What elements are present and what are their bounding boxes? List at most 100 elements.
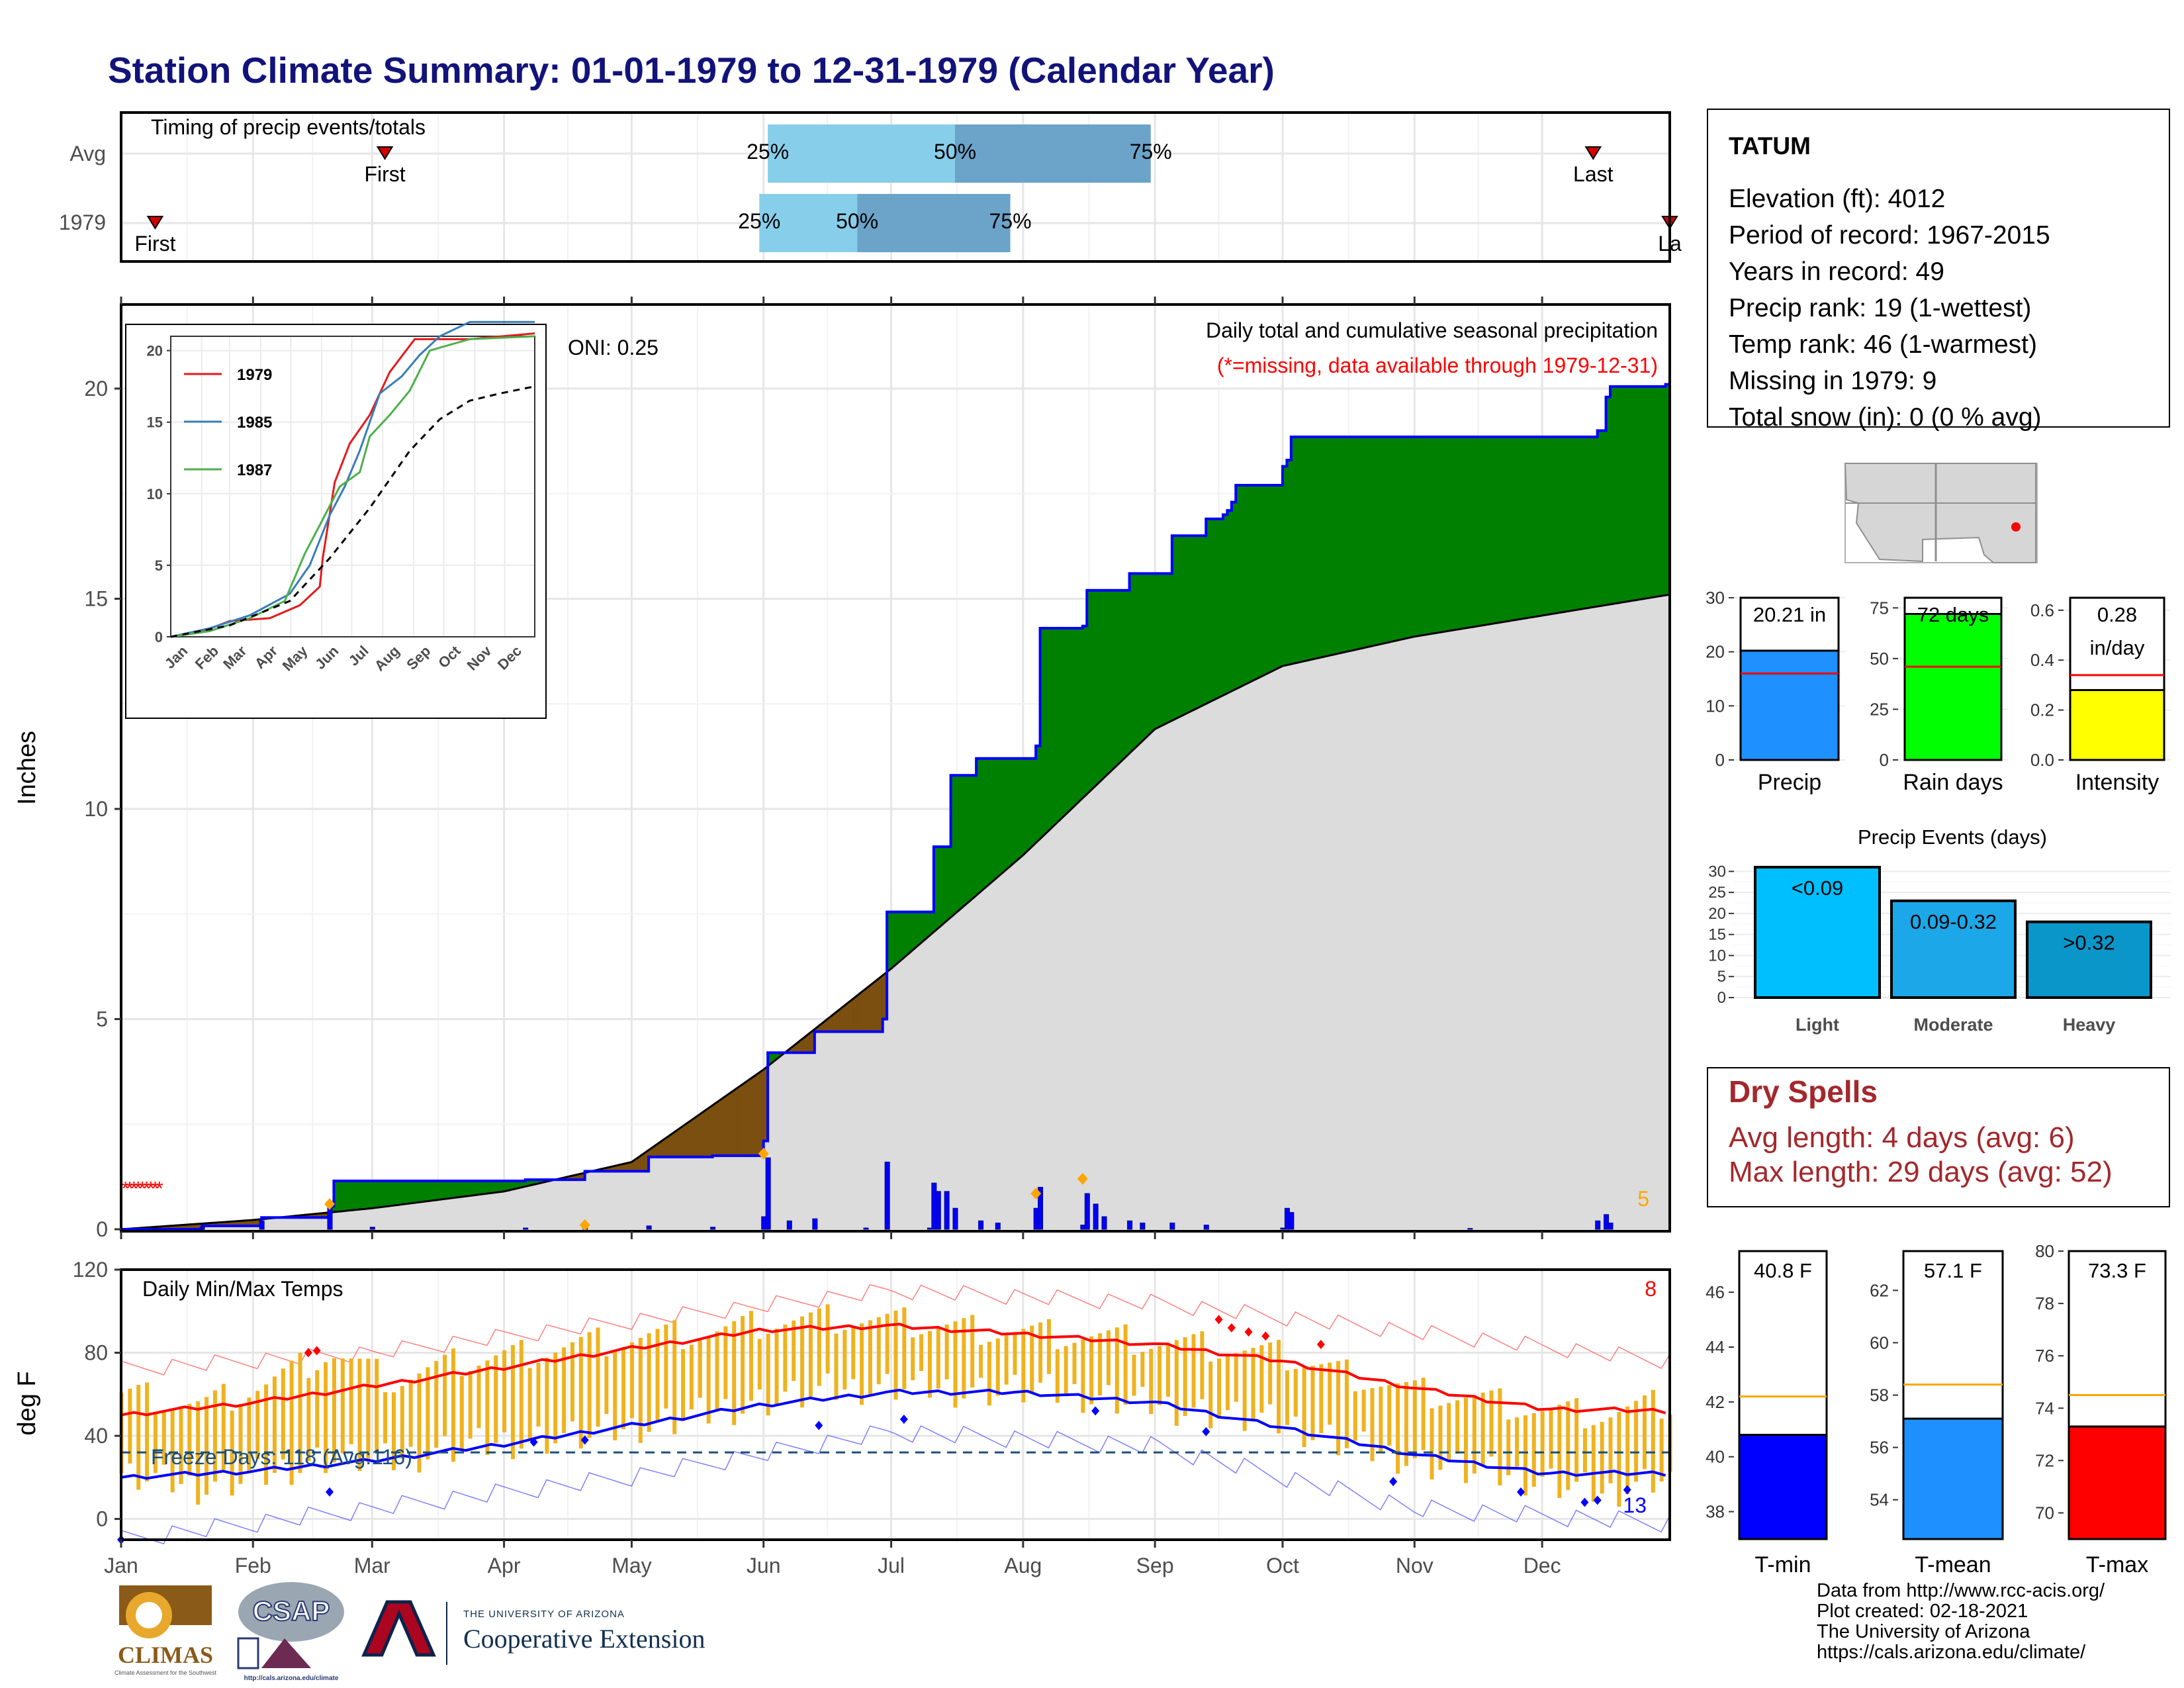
mini-bar-value-label: 20.21 in	[1753, 603, 1826, 626]
daily-temp-bar	[357, 1358, 362, 1472]
location-map	[1844, 463, 2038, 563]
station-line-elevation: Elevation (ft): 4012	[1729, 185, 1945, 213]
climas-text: CLIMAS	[118, 1642, 213, 1668]
above-average-fill	[1180, 535, 1185, 718]
above-average-fill	[1639, 386, 1645, 600]
above-average-fill	[414, 1180, 420, 1203]
timing-last-label: Last	[1573, 162, 1614, 186]
above-average-fill	[1576, 436, 1581, 611]
temp-bar-t-mean: 54 56 58 60 62 57.1 F T-mean	[1870, 1250, 2004, 1577]
above-average-fill	[1427, 436, 1432, 635]
ua-logo	[361, 1600, 447, 1665]
footer-line-data: Data from http://www.rcc-acis.org/	[1817, 1580, 2105, 1601]
timing-p75-label: 75%	[1130, 140, 1172, 164]
above-average-fill	[452, 1180, 458, 1199]
above-average-fill	[921, 912, 926, 944]
daily-temp-bar	[1328, 1362, 1332, 1425]
above-average-fill	[1291, 436, 1296, 665]
daily-temp-bar	[596, 1327, 600, 1427]
cumulative-precip-line	[121, 379, 1671, 1231]
daily-precip-bar	[944, 1191, 950, 1230]
daily-temp-bar	[1183, 1336, 1187, 1417]
mini-bar-value-label: 0.28	[2097, 603, 2137, 626]
temp-bar-ytick-label: 38	[1706, 1502, 1725, 1522]
above-average-fill	[1056, 628, 1062, 823]
daily-temp-bar	[876, 1317, 881, 1385]
above-average-fill	[1580, 436, 1585, 610]
daily-temp-bar	[1132, 1354, 1136, 1396]
csap-logo: CSAP http://cals.arizona.edu/climate	[237, 1582, 344, 1682]
above-average-fill	[984, 758, 989, 889]
mini-bar-ytick-label: 30	[1706, 588, 1725, 608]
record-high-marker	[1261, 1331, 1270, 1341]
precip-plot-area: *********	[120, 379, 1671, 1231]
daily-precip-bar	[995, 1222, 1001, 1230]
above-average-fill	[907, 912, 913, 955]
precip-ytick-label: 15	[84, 587, 108, 611]
above-average-fill	[1112, 590, 1117, 771]
daily-temp-bar	[1046, 1319, 1051, 1374]
above-average-fill	[1205, 518, 1211, 705]
below-average-fill	[865, 984, 870, 1033]
above-average-fill	[346, 1180, 351, 1211]
daily-temp-bar	[196, 1401, 201, 1505]
above-average-fill	[1354, 436, 1360, 651]
above-average-fill	[1175, 535, 1181, 720]
daily-temp-bar	[970, 1315, 975, 1388]
missing-day-marker: *	[156, 1178, 163, 1200]
record-high-marker	[304, 1348, 312, 1358]
above-average-fill	[1435, 436, 1441, 633]
daily-precip-bar	[1038, 1187, 1044, 1230]
record-low-marker	[1202, 1427, 1210, 1436]
mini-bar-ytick-label: 0	[1880, 750, 1889, 770]
daily-precip-bar	[1127, 1220, 1133, 1230]
above-average-fill	[1482, 436, 1488, 626]
below-average-fill	[742, 1080, 747, 1156]
above-average-fill	[1023, 758, 1028, 857]
above-average-fill	[1005, 758, 1011, 871]
above-average-fill	[1082, 626, 1087, 799]
station-info-box: TATUM Elevation (ft): 4012 Period of rec…	[1707, 109, 2170, 432]
above-average-fill	[1643, 386, 1649, 600]
above-average-fill	[1494, 436, 1500, 624]
daily-temp-bar	[1480, 1392, 1485, 1466]
above-average-fill	[1256, 485, 1262, 679]
above-average-fill	[1159, 573, 1164, 727]
above-average-fill	[1422, 436, 1428, 636]
precip-yaxis: 0 5 10 15 20	[84, 297, 1543, 1241]
above-average-fill	[478, 1180, 483, 1196]
events-ytick-label: 0	[1717, 989, 1726, 1007]
record-low-marker	[1389, 1477, 1398, 1487]
daily-temp-bar	[1574, 1398, 1579, 1482]
daily-temp-bar	[1617, 1411, 1621, 1507]
mini-bar-value	[2069, 688, 2165, 761]
above-average-fill	[1167, 573, 1173, 724]
above-average-fill	[465, 1180, 471, 1197]
daily-temp-bar	[962, 1318, 966, 1399]
temp-bar-ytick-label: 74	[2035, 1398, 2054, 1418]
above-average-fill	[1018, 758, 1024, 860]
temp-ytick-label: 0	[96, 1507, 108, 1531]
above-average-fill	[388, 1180, 394, 1207]
mini-bar-ytick-label: 75	[1870, 598, 1889, 618]
month-label-dec: Dec	[1524, 1554, 1561, 1577]
daily-temp-bar	[1285, 1370, 1289, 1425]
month-label-may: May	[612, 1554, 651, 1577]
temp-panel: Daily Min/Max Temps 8 13 Freeze Days: 11…	[13, 1258, 1672, 1577]
above-average-fill	[1269, 485, 1275, 673]
daily-temp-bar	[953, 1321, 958, 1408]
events-category-label: Light	[1796, 1015, 1839, 1035]
daily-temp-bar	[1200, 1331, 1205, 1399]
above-average-fill	[486, 1180, 492, 1194]
daily-temp-bar	[1625, 1406, 1630, 1495]
mini-bar-precip: 0 10 20 30 20.21 in Precip	[1706, 588, 1845, 795]
above-average-fill	[1189, 535, 1194, 713]
avg-max-temp-line	[120, 1323, 1666, 1417]
month-label-aug: Aug	[1004, 1554, 1042, 1577]
daily-temp-bar	[911, 1337, 915, 1380]
month-label-jul: Jul	[878, 1554, 905, 1577]
below-average-fill	[861, 988, 866, 1033]
daily-temp-bar	[723, 1326, 728, 1399]
daily-temp-bar	[426, 1367, 430, 1460]
above-average-fill	[1065, 628, 1071, 816]
